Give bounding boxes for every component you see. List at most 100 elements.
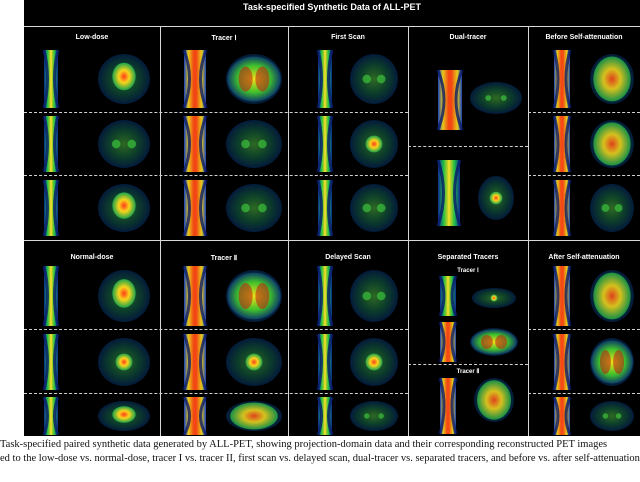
uptake-spot [376,291,386,301]
projection-curve [42,265,60,327]
panel-title-tracer-2: Tracer Ⅱ [210,255,238,262]
uptake-region [112,62,136,91]
projection-curve [182,333,208,391]
projection-curve [552,333,572,391]
panel-title-before-self-attenuation: Before Self-attenuation [545,34,623,41]
reconstructed-slice [226,184,282,232]
panel-title-dual-tracer: Dual-tracer [449,34,487,41]
brain-region [593,122,631,166]
lung-region [238,66,253,92]
projection-curve [42,396,60,436]
uptake-region [471,329,517,355]
dash-separator [408,364,528,365]
panel-title-delayed-scan: Delayed Scan [325,254,371,261]
lung-region [480,335,493,349]
uptake-spot [241,203,250,213]
brain-region [593,272,631,320]
projection-curve [552,115,572,173]
lung-region [238,283,253,309]
column-divider-1 [160,26,161,436]
figure-panel: Task-specified Synthetic Data of ALL-PET [24,0,640,436]
reconstructed-slice [350,54,398,104]
uptake-region [227,272,281,320]
projection-curve [316,115,334,173]
uptake-spot [489,191,503,205]
uptake-spot [376,203,386,213]
brain-region [477,380,511,420]
lung-region [255,283,270,309]
reconstructed-slice [350,270,398,322]
caption-line-1: Task-specified paired synthetic data gen… [0,439,608,450]
dash-separator [408,146,528,147]
uptake-spot [615,413,622,419]
projection-curve [438,377,458,435]
panel-title-separated-tracers: Separated Tracers [437,254,499,261]
projection-curve [182,396,208,436]
uptake-spot [485,95,492,101]
uptake-spot [258,139,267,149]
panel-title-after-self-attenuation: After Self-attenuation [548,254,620,261]
dash-separator [24,329,408,330]
column-divider-4 [528,26,529,436]
top-border [24,26,640,27]
projection-curve [436,159,462,227]
projection-curve [436,69,464,131]
projection-curve [552,396,572,436]
uptake-spot [378,413,384,419]
uptake-spot [500,95,507,101]
reconstructed-slice [590,401,634,431]
uptake-region [112,406,136,423]
uptake-region [112,279,136,308]
lung-region [599,350,611,374]
projection-curve [438,275,458,317]
uptake-spot [364,413,370,419]
panel-title-first-scan: First Scan [331,34,365,41]
reconstructed-slice [470,82,522,114]
column-divider-2 [288,26,289,436]
reconstructed-slice [98,120,150,168]
uptake-spot [365,135,383,153]
uptake-spot [241,139,250,149]
uptake-spot [127,139,137,149]
projection-curve [182,49,208,109]
reconstructed-slice [350,184,398,232]
uptake-spot [365,353,383,371]
panel-title-tracer-1: Tracer Ⅰ [211,35,237,42]
projection-curve [552,265,572,327]
lung-region [613,350,625,374]
projection-curve [182,265,208,327]
caption-line-2: ed to the low-dose vs. normal-dose, trac… [0,453,640,464]
lung-region [495,335,508,349]
panel-title-normal-dose: Normal-dose [70,254,114,261]
panel-title-low-dose: Low-dose [75,34,109,41]
uptake-spot [245,353,263,371]
uptake-spot [111,139,121,149]
projection-curve [316,49,334,109]
figure-graphics [42,49,634,436]
uptake-spot [601,204,610,212]
projection-curve [182,115,208,173]
projection-curve [552,49,572,109]
uptake-spot [376,74,386,84]
uptake-spot [490,294,498,302]
brain-region [593,56,631,102]
lung-region [255,66,270,92]
uptake-spot [362,291,372,301]
projection-curve [42,333,60,391]
uptake-spot [258,203,267,213]
column-divider-3 [408,26,409,436]
figure-caption: Task-specified paired synthetic data gen… [0,438,640,466]
projection-curve [42,49,60,109]
dash-separator [528,112,640,113]
dash-separator [24,393,408,394]
uptake-spot [362,203,372,213]
dash-separator [528,175,640,176]
projection-curve [316,179,334,237]
reconstructed-slice [226,120,282,168]
uptake-region [112,192,136,219]
uptake-spot [602,413,609,419]
dash-separator [24,112,408,113]
uptake-spot [115,353,133,371]
dash-separator [528,329,640,330]
dash-separator [528,393,640,394]
